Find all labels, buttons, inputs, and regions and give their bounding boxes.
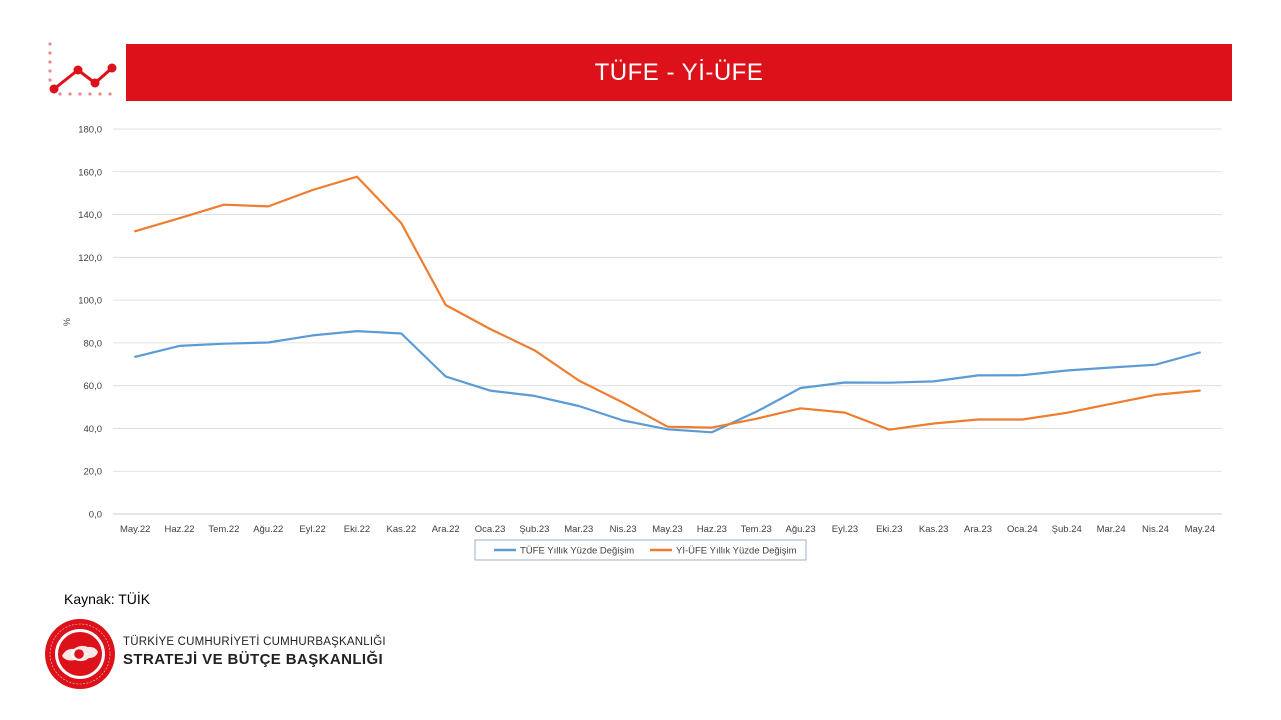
x-tick-label: Şub.23 xyxy=(519,524,549,535)
x-tick-label: Mar.24 xyxy=(1097,524,1126,535)
x-tick-label: Şub.24 xyxy=(1052,524,1082,535)
x-tick-label: Eki.22 xyxy=(344,524,370,535)
x-tick-label: Eyl.22 xyxy=(299,524,325,535)
org-line-1: TÜRKİYE CUMHURİYETİ CUMHURBAŞKANLIĞI xyxy=(123,636,386,648)
x-tick-label: Nis.23 xyxy=(610,524,637,535)
y-tick-label: 140,0 xyxy=(78,210,102,221)
x-tick-label: Oca.24 xyxy=(1007,524,1038,535)
x-tick-label: May.24 xyxy=(1185,524,1215,535)
y-tick-label: 160,0 xyxy=(78,167,102,178)
y-axis-label: % xyxy=(62,318,72,326)
legend-label-yiufe: Yİ-ÜFE Yıllık Yüzde Değişim xyxy=(676,546,797,557)
x-axis-ticks: May.22 Haz.22 Tem.22 Ağu.22 Eyl.22 Eki.22 Kas.… xyxy=(120,524,1215,535)
y-tick-label: 120,0 xyxy=(78,253,102,264)
x-tick-label: Eyl.23 xyxy=(832,524,858,535)
y-tick-label: 100,0 xyxy=(78,296,102,307)
series-line-yiufe xyxy=(134,175,1201,431)
legend-label-tufe: TÜFE Yıllık Yüzde Değişim xyxy=(520,546,634,557)
y-tick-label: 0,0 xyxy=(89,510,102,521)
line-chart: 0,0 20,0 40,0 60,0 80,0 100,0 120,0 140,0 160,0 1… xyxy=(62,125,1222,561)
x-tick-label: May.23 xyxy=(652,524,682,535)
series-lines xyxy=(134,175,1201,434)
series-line-tufe xyxy=(134,330,1201,434)
org-line-2: STRATEJİ VE BÜTÇE BAŞKANLIĞI xyxy=(123,651,384,668)
legend-box xyxy=(474,539,807,561)
title-bar: TÜFE - Yİ-ÜFE xyxy=(126,44,1232,101)
x-tick-label: Tem.22 xyxy=(208,524,239,535)
y-tick-label: 20,0 xyxy=(84,467,103,478)
x-tick-label: Ağu.22 xyxy=(253,524,283,535)
x-tick-label: Ara.22 xyxy=(432,524,460,535)
institution-seal-logo xyxy=(45,619,115,689)
x-tick-label: Kas.22 xyxy=(387,524,417,535)
legend: TÜFE Yıllık Yüzde Değişim Yİ-ÜFE Yıllık … xyxy=(474,539,807,561)
x-tick-label: Kas.23 xyxy=(919,524,949,535)
x-tick-label: Ara.23 xyxy=(964,524,992,535)
y-axis-ticks: 0,0 20,0 40,0 60,0 80,0 100,0 120,0 140,0 160,0 1… xyxy=(78,125,102,521)
x-tick-label: Eki.23 xyxy=(876,524,902,535)
x-tick-label: May.22 xyxy=(120,524,150,535)
x-tick-label: Oca.23 xyxy=(475,524,506,535)
y-tick-label: 60,0 xyxy=(84,381,103,392)
gridlines xyxy=(113,128,1222,515)
x-tick-label: Haz.22 xyxy=(164,524,194,535)
x-tick-label: Mar.23 xyxy=(564,524,593,535)
x-tick-label: Haz.23 xyxy=(697,524,727,535)
line-chart-icon xyxy=(48,42,117,96)
y-tick-label: 180,0 xyxy=(78,125,102,136)
source-note: Kaynak: TÜİK xyxy=(64,591,151,607)
y-tick-label: 80,0 xyxy=(84,338,103,349)
x-tick-label: Ağu.23 xyxy=(786,524,816,535)
page-title: TÜFE - Yİ-ÜFE xyxy=(594,58,764,86)
x-tick-label: Tem.23 xyxy=(741,524,772,535)
x-tick-label: Nis.24 xyxy=(1142,524,1169,535)
y-tick-label: 40,0 xyxy=(84,424,103,435)
